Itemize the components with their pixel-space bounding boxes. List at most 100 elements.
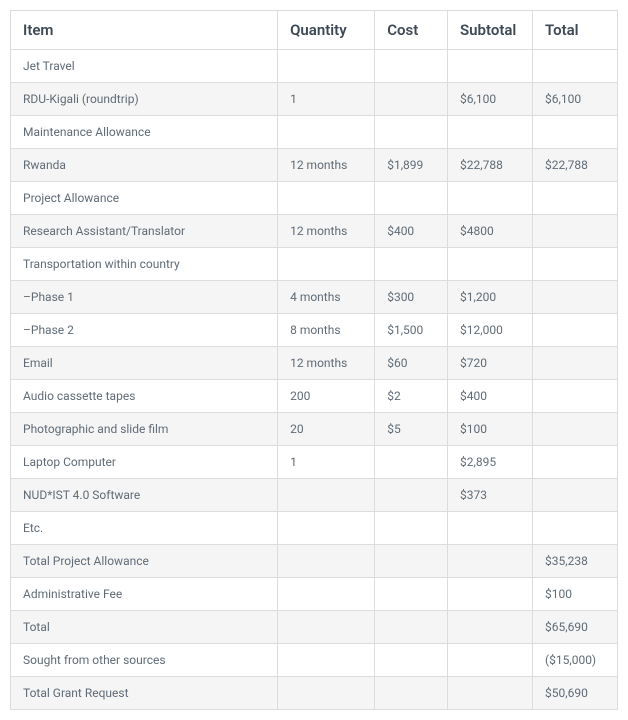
table-cell <box>533 314 618 347</box>
table-cell: Sought from other sources <box>11 644 278 677</box>
table-cell <box>533 512 618 545</box>
table-cell <box>278 512 375 545</box>
table-cell: Total Grant Request <box>11 677 278 710</box>
table-cell <box>278 479 375 512</box>
table-cell <box>278 611 375 644</box>
table-cell: $65,690 <box>533 611 618 644</box>
table-cell: 8 months <box>278 314 375 347</box>
table-cell: $12,000 <box>448 314 533 347</box>
table-row: Total $65,690 <box>11 611 618 644</box>
table-cell: $6,100 <box>533 83 618 116</box>
table-cell <box>375 116 448 149</box>
table-cell: 12 months <box>278 149 375 182</box>
table-cell <box>448 248 533 281</box>
table-cell: Etc. <box>11 512 278 545</box>
table-row: Project Allowance <box>11 182 618 215</box>
budget-table: Item Quantity Cost Subtotal Total Jet Tr… <box>10 10 618 710</box>
table-cell <box>375 83 448 116</box>
table-cell <box>533 116 618 149</box>
table-row: Etc. <box>11 512 618 545</box>
table-row: Email12 months$60$720 <box>11 347 618 380</box>
table-cell <box>278 677 375 710</box>
table-cell <box>448 50 533 83</box>
table-row: Administrative Fee$100 <box>11 578 618 611</box>
table-cell <box>375 611 448 644</box>
table-cell: NUD*IST 4.0 Software <box>11 479 278 512</box>
table-cell: $300 <box>375 281 448 314</box>
col-header-item: Item <box>11 11 278 50</box>
table-cell <box>533 446 618 479</box>
table-cell: $400 <box>448 380 533 413</box>
table-row: RDU-Kigali (roundtrip)1$6,100$6,100 <box>11 83 618 116</box>
table-cell: 4 months <box>278 281 375 314</box>
table-cell: Total <box>11 611 278 644</box>
table-cell: $100 <box>448 413 533 446</box>
table-cell <box>375 50 448 83</box>
table-cell <box>375 182 448 215</box>
table-cell <box>375 578 448 611</box>
table-cell <box>448 611 533 644</box>
table-cell: $5 <box>375 413 448 446</box>
table-cell: Audio cassette tapes <box>11 380 278 413</box>
table-cell: $35,238 <box>533 545 618 578</box>
table-cell <box>278 248 375 281</box>
table-header: Item Quantity Cost Subtotal Total <box>11 11 618 50</box>
table-row: Sought from other sources($15,000) <box>11 644 618 677</box>
col-header-cost: Cost <box>375 11 448 50</box>
table-cell: Project Allowance <box>11 182 278 215</box>
table-cell <box>448 677 533 710</box>
table-cell <box>533 215 618 248</box>
table-cell: –Phase 1 <box>11 281 278 314</box>
table-cell <box>278 545 375 578</box>
table-row: Maintenance Allowance <box>11 116 618 149</box>
table-cell <box>278 644 375 677</box>
table-cell: 12 months <box>278 347 375 380</box>
table-cell: $22,788 <box>533 149 618 182</box>
table-row: Research Assistant/Translator12 months$4… <box>11 215 618 248</box>
table-cell <box>375 545 448 578</box>
table-cell: Email <box>11 347 278 380</box>
table-row: Laptop Computer1$2,895 <box>11 446 618 479</box>
table-cell: RDU-Kigali (roundtrip) <box>11 83 278 116</box>
table-cell: $6,100 <box>448 83 533 116</box>
table-cell: $22,788 <box>448 149 533 182</box>
table-cell <box>278 578 375 611</box>
table-cell: $1,500 <box>375 314 448 347</box>
table-cell: $720 <box>448 347 533 380</box>
table-cell: Photographic and slide film <box>11 413 278 446</box>
col-header-subtotal: Subtotal <box>448 11 533 50</box>
table-cell <box>278 116 375 149</box>
table-cell: $2 <box>375 380 448 413</box>
table-cell <box>375 248 448 281</box>
table-cell <box>533 479 618 512</box>
table-cell: $1,200 <box>448 281 533 314</box>
table-cell <box>448 545 533 578</box>
table-row: NUD*IST 4.0 Software$373 <box>11 479 618 512</box>
table-cell <box>375 446 448 479</box>
table-cell <box>533 50 618 83</box>
table-cell: Total Project Allowance <box>11 545 278 578</box>
table-row: –Phase 14 months$300$1,200 <box>11 281 618 314</box>
table-row: Audio cassette tapes200$2$400 <box>11 380 618 413</box>
table-cell: 200 <box>278 380 375 413</box>
table-row: Rwanda12 months$1,899$22,788$22,788 <box>11 149 618 182</box>
table-cell: 1 <box>278 446 375 479</box>
table-cell: Jet Travel <box>11 50 278 83</box>
table-cell <box>448 644 533 677</box>
table-cell: $100 <box>533 578 618 611</box>
table-cell <box>448 116 533 149</box>
table-row: Transportation within country <box>11 248 618 281</box>
table-cell: Rwanda <box>11 149 278 182</box>
table-cell: Research Assistant/Translator <box>11 215 278 248</box>
table-row: Total Grant Request$50,690 <box>11 677 618 710</box>
table-cell <box>375 644 448 677</box>
table-cell <box>375 479 448 512</box>
table-cell <box>533 281 618 314</box>
table-cell: 20 <box>278 413 375 446</box>
table-cell <box>278 50 375 83</box>
table-cell <box>533 413 618 446</box>
table-cell: –Phase 2 <box>11 314 278 347</box>
table-cell: Maintenance Allowance <box>11 116 278 149</box>
table-cell <box>533 380 618 413</box>
table-cell: $400 <box>375 215 448 248</box>
